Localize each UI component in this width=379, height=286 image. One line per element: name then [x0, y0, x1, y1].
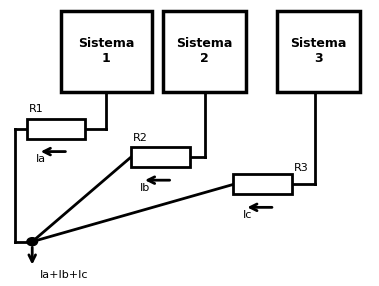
- Bar: [27, 119, 85, 139]
- Bar: [61, 11, 152, 92]
- Text: Ia: Ia: [36, 154, 46, 164]
- Text: R3: R3: [294, 163, 309, 173]
- Text: Ib: Ib: [140, 183, 150, 193]
- Bar: [131, 147, 190, 167]
- Text: Ia+Ib+Ic: Ia+Ib+Ic: [40, 270, 88, 280]
- Text: Sistema
1: Sistema 1: [78, 37, 134, 65]
- Text: Sistema
3: Sistema 3: [290, 37, 346, 65]
- Bar: [277, 11, 360, 92]
- Text: Sistema
2: Sistema 2: [177, 37, 233, 65]
- Text: R2: R2: [133, 133, 147, 143]
- Circle shape: [27, 238, 38, 246]
- Bar: [163, 11, 246, 92]
- Text: Ic: Ic: [243, 210, 252, 220]
- Bar: [233, 174, 292, 194]
- Text: R1: R1: [28, 104, 43, 114]
